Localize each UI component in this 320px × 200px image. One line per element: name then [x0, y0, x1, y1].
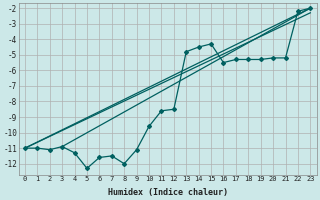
X-axis label: Humidex (Indice chaleur): Humidex (Indice chaleur) [108, 188, 228, 197]
